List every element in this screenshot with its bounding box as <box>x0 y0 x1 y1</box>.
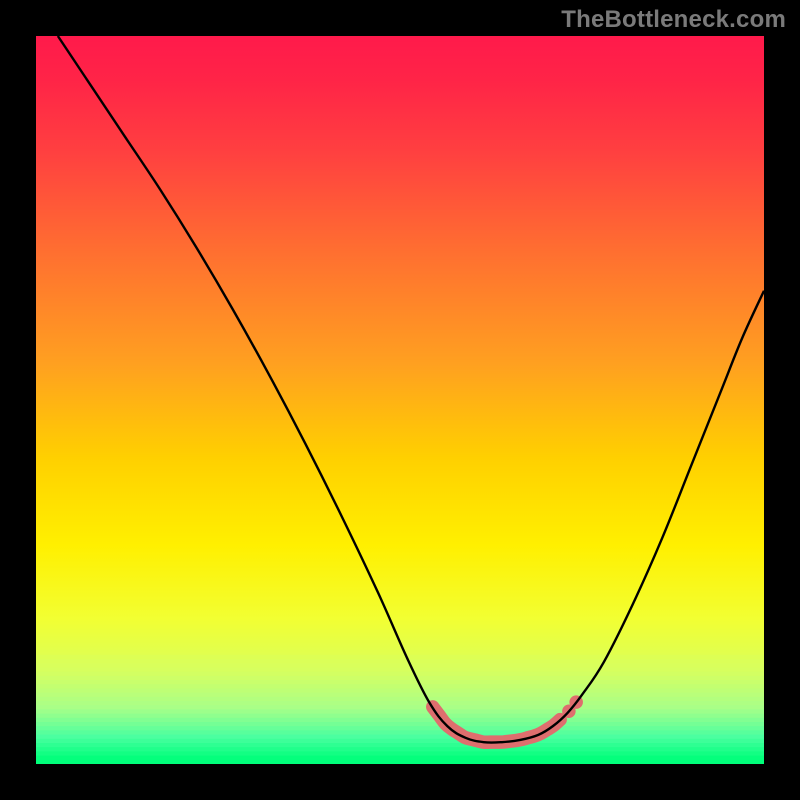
watermark: TheBottleneck.com <box>561 6 786 34</box>
chart-root: TheBottleneck.com <box>0 0 800 800</box>
chart-svg <box>0 0 800 800</box>
gradient-bars <box>36 655 764 766</box>
